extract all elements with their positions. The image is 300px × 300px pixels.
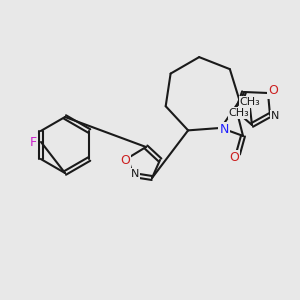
Text: O: O: [268, 85, 278, 98]
Text: CH₃: CH₃: [229, 108, 249, 118]
Text: O: O: [120, 154, 130, 166]
Text: O: O: [229, 152, 239, 164]
Text: N: N: [271, 111, 279, 121]
Text: N: N: [131, 169, 139, 179]
Text: N: N: [219, 123, 229, 136]
Text: CH₃: CH₃: [240, 97, 260, 107]
Text: F: F: [29, 136, 37, 148]
